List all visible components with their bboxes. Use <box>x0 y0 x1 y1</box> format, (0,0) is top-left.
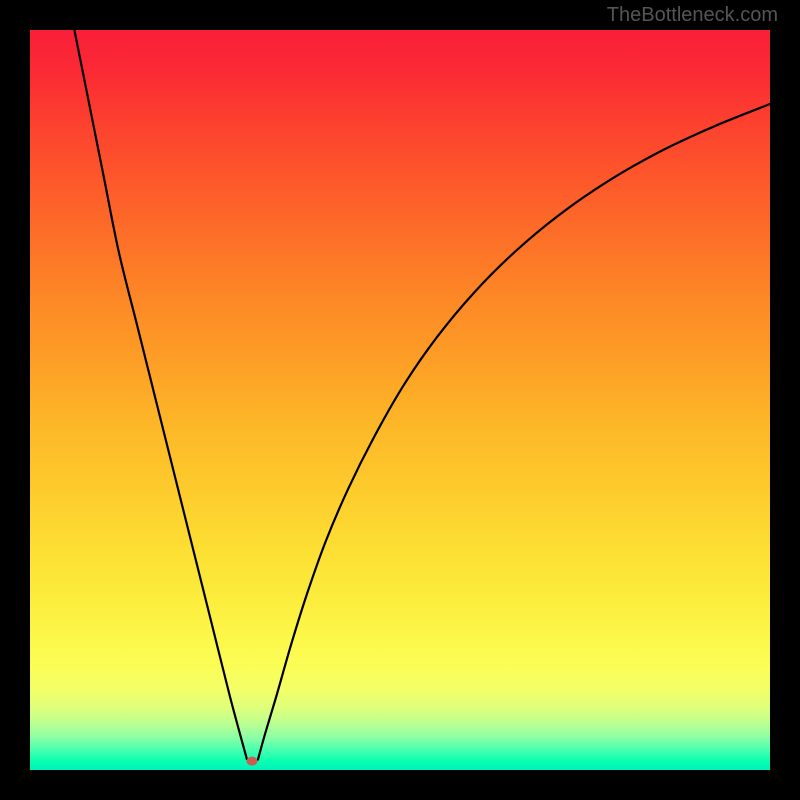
watermark-text: TheBottleneck.com <box>607 4 778 27</box>
minimum-marker <box>247 757 258 766</box>
plot-area <box>30 30 770 770</box>
gradient-background <box>30 30 770 770</box>
bottleneck-chart <box>30 30 770 770</box>
